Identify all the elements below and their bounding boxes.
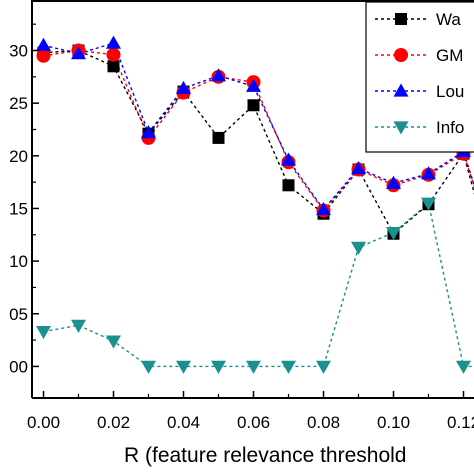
series-layer [36,35,474,374]
y-tick-label: 10 [9,252,28,271]
data-point [247,99,260,112]
data-point [281,152,296,166]
legend-marker [395,13,407,25]
data-point [316,202,331,216]
legend-label: GM [436,46,463,65]
x-tick-label: 0.04 [167,413,200,432]
data-point [106,35,121,49]
series-line-1 [43,49,474,235]
data-point [351,160,366,175]
data-point [36,37,51,51]
data-point [282,179,295,192]
data-point [36,326,51,340]
data-point [107,60,120,73]
legend-label: Lou [436,82,464,101]
x-tick-label: 0.00 [27,413,60,432]
data-point [212,131,225,144]
y-tick-label: 20 [9,147,28,166]
data-point [316,360,331,374]
y-tick-label: 25 [9,94,28,113]
series-line-4 [43,201,474,368]
data-point [421,197,436,211]
data-point [211,68,226,82]
data-point [176,360,191,374]
y-tick-label: 30 [9,42,28,61]
data-point [71,319,86,333]
data-point [211,360,226,374]
legend-items: Wa GM Lou Info [375,10,464,137]
data-point [421,166,436,180]
data-point [71,46,86,60]
data-point [351,241,366,255]
ticks-layer: 0.00 0.02 0.04 0.06 0.08 0.10 0.12 00 05 10 15 20 25… [9,23,474,432]
data-point [456,360,471,374]
y-tick-label: 05 [9,305,28,324]
data-point [281,360,296,374]
data-point [246,360,261,374]
data-point [386,175,401,189]
legend-label: Info [436,118,464,137]
data-point [106,47,121,62]
x-tick-label: 0.10 [377,413,410,432]
y-tick-label: 15 [9,199,28,218]
x-tick-label: 0.12 [447,413,474,432]
data-point [246,78,261,92]
legend-marker [393,83,409,97]
x-tick-label: 0.02 [97,413,130,432]
x-axis-label: R (feature relevance threshold [124,444,407,467]
legend-label: Wa [436,10,461,29]
data-point [141,360,156,374]
data-point [36,48,51,63]
data-point [386,227,401,241]
data-point [176,80,191,95]
legend-marker [393,121,409,135]
x-tick-label: 0.06 [237,413,270,432]
data-point [141,125,156,139]
data-point [106,335,121,349]
x-tick-label: 0.08 [307,413,340,432]
y-tick-label: 00 [9,357,28,376]
legend: Wa GM Lou Info [365,1,474,153]
legend-marker [394,48,408,62]
